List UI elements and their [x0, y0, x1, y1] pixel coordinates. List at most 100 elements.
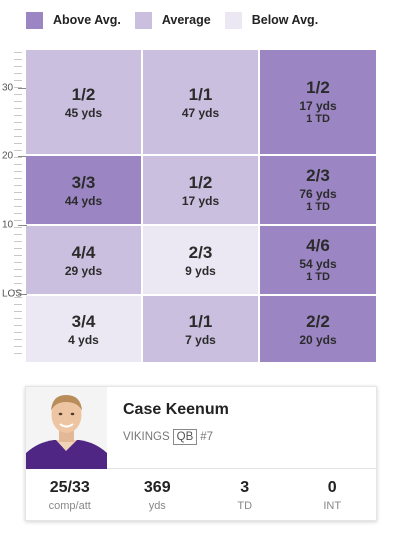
zone-completions: 4/4 — [71, 242, 96, 262]
ruler-tick — [14, 262, 22, 263]
ruler-tick — [14, 332, 22, 333]
zone-yards: 44 yds — [64, 193, 103, 208]
ruler-tick — [14, 143, 22, 144]
zone-completions: 1/1 — [188, 311, 213, 331]
zone-cell-short-middle[interactable]: 2/3 9 yds — [143, 226, 258, 294]
ruler-tick — [14, 311, 22, 312]
yard-marker-dash — [18, 294, 27, 295]
stat-comp-att: 25/33 comp/att — [26, 469, 114, 521]
player-number: #7 — [200, 431, 214, 443]
stat-line: 25/33 comp/att 369 yds 3 TD 0 INT — [26, 469, 376, 521]
zone-yards: 45 yds — [64, 105, 103, 120]
ruler-tick — [14, 234, 22, 235]
player-team: VIKINGS — [123, 431, 170, 443]
stat-value: 369 — [143, 479, 171, 496]
ruler-tick — [14, 255, 22, 256]
zone-yards: 4 yds — [68, 332, 99, 347]
ruler-tick — [14, 248, 22, 249]
stat-label: TD — [237, 500, 253, 512]
yard-marker-dash — [18, 225, 27, 226]
legend-swatch-above-avg — [26, 11, 43, 29]
ruler-tick — [14, 171, 22, 172]
zone-cell-behind-los-middle[interactable]: 1/1 7 yds — [143, 296, 258, 362]
zone-cell-short-left[interactable]: 4/4 29 yds — [26, 226, 141, 294]
yard-marker-label: LOS — [2, 288, 23, 300]
player-name[interactable]: Case Keenum — [123, 401, 229, 418]
ruler-tick — [14, 185, 22, 186]
ruler-tick — [14, 59, 22, 60]
zone-touchdowns: 1 TD — [306, 271, 330, 283]
zone-yards: 17 yds — [181, 193, 220, 208]
legend-label: Below Avg. — [251, 13, 319, 27]
stat-label: yds — [148, 500, 166, 512]
legend-label: Above Avg. — [53, 13, 121, 27]
zone-touchdowns: 1 TD — [306, 113, 330, 125]
ruler-tick — [14, 73, 22, 74]
ruler-tick — [14, 199, 22, 200]
zone-yards: 7 yds — [185, 332, 216, 347]
legend-item-below-avg: Below Avg. — [224, 11, 319, 29]
zone-yards: 47 yds — [181, 105, 220, 120]
zone-cell-deep-left[interactable]: 1/2 45 yds — [26, 50, 141, 154]
ruler-tick — [14, 346, 22, 347]
player-headshot-icon — [26, 387, 107, 469]
ruler-tick — [14, 80, 22, 81]
ruler-tick — [14, 318, 22, 319]
zone-cell-behind-los-left[interactable]: 3/4 4 yds — [26, 296, 141, 362]
zone-completions: 3/3 — [71, 172, 96, 192]
ruler-tick — [14, 136, 22, 137]
zone-cell-short-right[interactable]: 4/6 54 yds 1 TD — [260, 226, 376, 294]
ruler-tick — [14, 283, 22, 284]
yard-marker-dash — [18, 88, 27, 89]
player-meta: VIKINGS QB #7 — [123, 429, 213, 445]
legend: Above Avg. Average Below Avg. — [26, 11, 390, 29]
legend-swatch-below-avg — [224, 11, 242, 29]
stat-value: 3 — [240, 479, 250, 496]
ruler-tick — [14, 241, 22, 242]
zone-completions: 4/6 — [306, 236, 330, 255]
zone-cell-behind-los-right[interactable]: 2/2 20 yds — [260, 296, 376, 362]
player-header: Case Keenum VIKINGS QB #7 — [26, 387, 376, 469]
stat-yds: 369 yds — [114, 469, 202, 521]
ruler-tick — [14, 87, 22, 88]
ruler-tick — [14, 269, 22, 270]
zone-cell-deep-right[interactable]: 1/2 17 yds 1 TD — [260, 50, 376, 154]
ruler-tick — [14, 150, 22, 151]
legend-item-average: Average — [134, 11, 211, 29]
player-card[interactable]: Case Keenum VIKINGS QB #7 25/33 comp/att… — [25, 386, 377, 521]
yard-ruler: 30 20 10 LOS — [0, 50, 27, 362]
ruler-tick — [14, 206, 22, 207]
ruler-tick — [14, 325, 22, 326]
legend-label: Average — [161, 13, 211, 27]
zone-touchdowns: 1 TD — [306, 201, 330, 213]
stat-value: 0 — [327, 479, 337, 496]
ruler-tick — [14, 178, 22, 179]
zone-completions: 2/3 — [306, 166, 330, 185]
ruler-tick — [14, 66, 22, 67]
ruler-tick — [14, 52, 22, 53]
ruler-tick — [14, 164, 22, 165]
zone-yards: 9 yds — [185, 263, 216, 278]
zone-cell-intermediate-left[interactable]: 3/3 44 yds — [26, 156, 141, 224]
zone-cell-intermediate-right[interactable]: 2/3 76 yds 1 TD — [260, 156, 376, 224]
ruler-tick — [14, 276, 22, 277]
ruler-tick — [14, 220, 22, 221]
pass-zone-grid: 1/2 45 yds 1/1 47 yds 1/2 17 yds 1 TD 3/3 44 yds… — [26, 50, 376, 362]
stat-td: 3 TD — [201, 469, 289, 521]
zone-cell-intermediate-middle[interactable]: 1/2 17 yds — [143, 156, 258, 224]
zone-yards: 29 yds — [64, 263, 103, 278]
ruler-tick — [14, 122, 22, 123]
yard-marker-label: 30 — [2, 82, 14, 94]
ruler-tick — [14, 227, 22, 228]
ruler-tick — [14, 157, 22, 158]
ruler-tick — [14, 339, 22, 340]
ruler-tick — [14, 297, 22, 298]
zone-yards: 17 yds — [299, 99, 337, 113]
ruler-tick — [14, 101, 22, 102]
ruler-tick — [14, 192, 22, 193]
zone-cell-deep-middle[interactable]: 1/1 47 yds — [143, 50, 258, 154]
yard-marker-dash — [18, 156, 27, 157]
yard-marker-label: 10 — [2, 219, 14, 231]
ruler-tick — [14, 115, 22, 116]
legend-swatch-average — [134, 11, 152, 29]
